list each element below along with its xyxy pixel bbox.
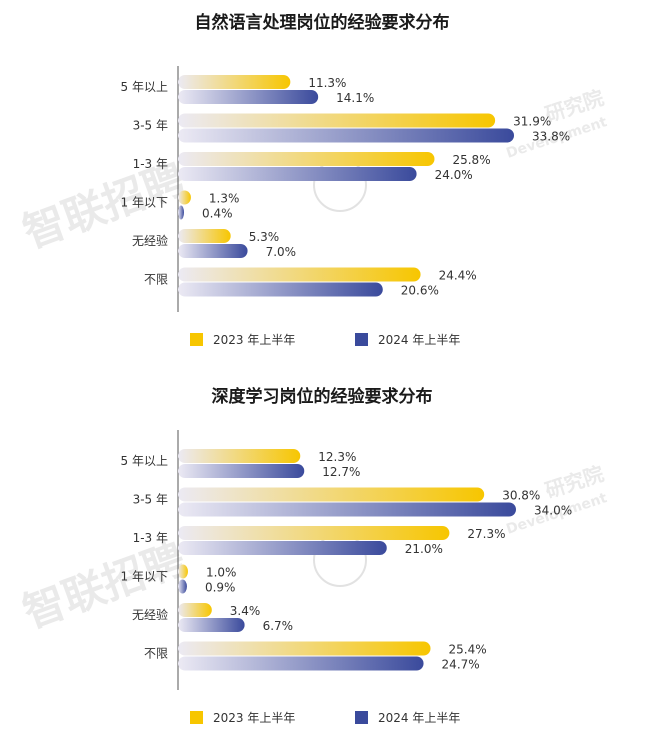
bar-2024 [178, 282, 383, 297]
bar-2023 [178, 603, 212, 617]
legend-swatch-2023 [190, 333, 203, 346]
legend-swatch-2024 [355, 711, 368, 724]
data-label: 6.7% [263, 619, 294, 633]
legend-swatch-2023 [190, 711, 203, 724]
bar-2023 [178, 487, 485, 502]
bar-2023 [178, 113, 496, 128]
chart-2: 深度学习岗位的经验要求分布 5 年以上 12.3%12.7%3-5 年 30.8%3… [121, 386, 573, 725]
category-label: 5 年以上 [121, 80, 168, 94]
data-label: 25.4% [449, 643, 487, 657]
data-label: 1.0% [206, 566, 237, 580]
bar-2023 [178, 229, 231, 243]
bar-2024 [178, 167, 417, 181]
data-label: 24.4% [439, 269, 477, 283]
legend-swatch-2024 [355, 333, 368, 346]
bar-2023 [178, 449, 301, 463]
data-label: 34.0% [534, 504, 572, 518]
data-label: 5.3% [249, 230, 280, 244]
legend-label-2023: 2023 年上半年 [213, 333, 295, 347]
category-label: 无经验 [132, 607, 168, 622]
bar-2024 [178, 205, 184, 220]
category-label: 1 年以下 [121, 196, 168, 210]
data-label: 12.3% [318, 450, 356, 464]
legend-label-2023: 2023 年上半年 [213, 711, 295, 725]
legend: 2023 年上半年 2024 年上半年 [190, 333, 460, 347]
category-label: 无经验 [132, 233, 168, 248]
legend-label-2024: 2024 年上半年 [378, 333, 460, 347]
category-label: 1-3 年 [133, 157, 168, 171]
data-label: 0.9% [205, 581, 236, 595]
bar-2023 [178, 190, 191, 205]
category-label: 3-5 年 [133, 493, 168, 507]
data-label: 27.3% [467, 527, 505, 541]
bar-2023 [178, 564, 188, 579]
watermark-seal [313, 158, 367, 212]
data-label: 11.3% [308, 76, 346, 90]
data-label: 12.7% [322, 465, 360, 479]
data-label: 3.4% [230, 604, 260, 618]
bar-2024 [178, 579, 187, 594]
data-label: 14.1% [336, 91, 374, 105]
bar-2024 [178, 244, 248, 258]
bar-2024 [178, 656, 424, 671]
category-label: 5 年以上 [121, 454, 168, 468]
data-label: 0.4% [202, 207, 233, 221]
bar-2023 [178, 641, 431, 656]
data-label: 24.7% [442, 658, 480, 672]
bar-2024 [178, 464, 305, 478]
data-label: 33.8% [532, 130, 570, 144]
bar-2023 [178, 75, 291, 89]
data-label: 7.0% [266, 245, 297, 259]
legend: 2023 年上半年 2024 年上半年 [190, 711, 460, 725]
chart-title: 自然语言处理岗位的经验要求分布 [195, 12, 450, 33]
bar-2024 [178, 90, 319, 104]
bar-2024 [178, 128, 515, 143]
data-label: 21.0% [405, 542, 443, 556]
data-label: 31.9% [513, 115, 551, 129]
bar-2024 [178, 502, 516, 517]
bar-2023 [178, 152, 435, 166]
category-label: 3-5 年 [133, 119, 168, 133]
bar-2024 [178, 541, 387, 555]
data-label: 20.6% [401, 284, 439, 298]
bar-2023 [178, 267, 421, 282]
data-label: 30.8% [502, 489, 540, 503]
category-label: 1-3 年 [133, 531, 168, 545]
data-label: 25.8% [452, 153, 490, 167]
data-label: 24.0% [435, 168, 473, 182]
bar-2023 [178, 526, 450, 540]
category-label: 不限 [144, 647, 168, 661]
legend-label-2024: 2024 年上半年 [378, 711, 460, 725]
bar-2024 [178, 618, 245, 632]
data-label: 1.3% [209, 192, 240, 206]
category-label: 不限 [144, 273, 168, 287]
chart-title: 深度学习岗位的经验要求分布 [212, 386, 433, 407]
category-label: 1 年以下 [121, 570, 168, 584]
chart-1: 自然语言处理岗位的经验要求分布 5 年以上 11.3%14.1% 3-5 年 31.9… [121, 12, 571, 347]
